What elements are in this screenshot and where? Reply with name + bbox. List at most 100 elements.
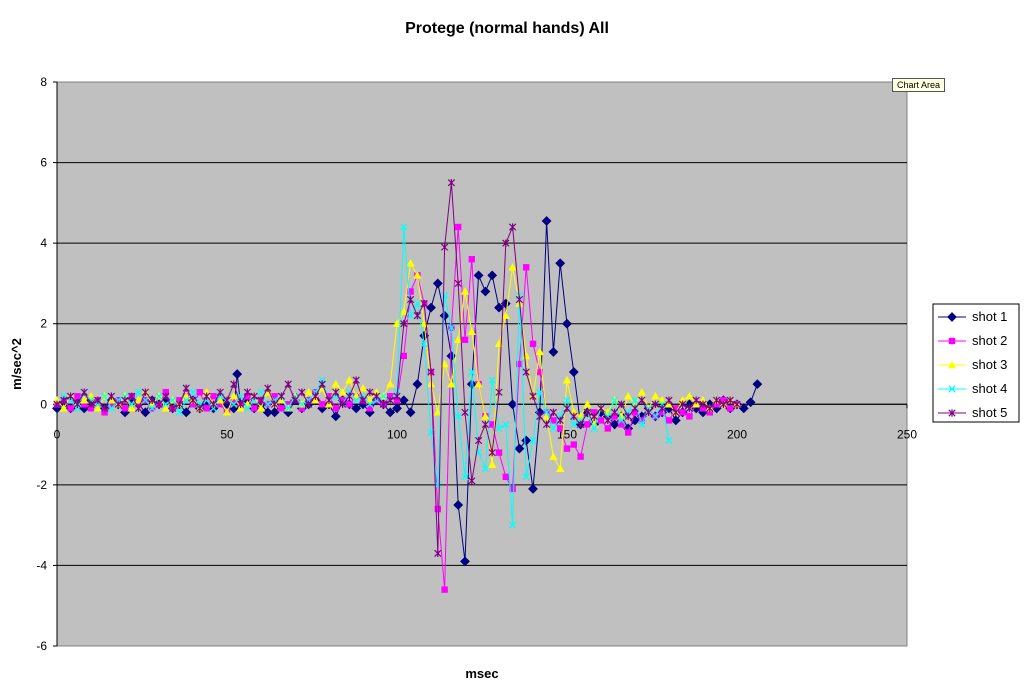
data-point xyxy=(162,389,169,396)
legend-label: shot 3 xyxy=(972,357,1007,372)
data-point xyxy=(665,436,673,445)
legend-entry-5[interactable]: shot 5 xyxy=(938,405,1007,420)
legend-marker xyxy=(948,385,956,393)
data-point xyxy=(706,409,713,416)
legend-marker xyxy=(947,360,957,369)
legend-entry-1[interactable]: shot 1 xyxy=(938,309,1007,324)
legend-label: shot 1 xyxy=(972,309,1007,324)
legend-entry-4[interactable]: shot 4 xyxy=(938,381,1007,396)
data-point xyxy=(637,388,646,396)
data-point xyxy=(379,392,388,400)
data-point xyxy=(413,299,422,308)
data-point xyxy=(488,448,496,457)
data-point xyxy=(168,404,177,413)
data-point xyxy=(366,388,374,396)
data-point xyxy=(230,380,238,388)
data-point xyxy=(291,396,299,404)
data-point xyxy=(501,311,510,319)
data-point xyxy=(611,413,618,420)
y-tick-label: 4 xyxy=(40,236,47,250)
data-point xyxy=(563,404,571,413)
data-point xyxy=(148,404,156,412)
legend-label: shot 5 xyxy=(972,405,1007,420)
data-point xyxy=(440,243,449,251)
chart-area-tooltip: Chart Area xyxy=(892,78,946,92)
data-point xyxy=(699,405,707,412)
data-point xyxy=(461,473,469,481)
data-point xyxy=(271,393,278,400)
data-point xyxy=(339,397,346,404)
data-point xyxy=(665,417,673,424)
data-point xyxy=(87,400,95,408)
data-point xyxy=(121,396,129,404)
data-point xyxy=(74,393,81,400)
data-point xyxy=(100,392,109,400)
data-point xyxy=(405,407,416,418)
data-point xyxy=(563,445,571,452)
data-point xyxy=(752,379,763,390)
data-point xyxy=(577,453,584,460)
data-point xyxy=(182,384,190,392)
data-point xyxy=(570,412,578,421)
data-point xyxy=(209,400,218,408)
legend-entry-2[interactable]: shot 2 xyxy=(938,333,1007,348)
data-point xyxy=(631,396,639,404)
data-point xyxy=(406,295,415,304)
data-point xyxy=(196,404,204,413)
data-point xyxy=(536,368,543,376)
data-point xyxy=(726,396,734,404)
data-point xyxy=(468,477,476,485)
data-point xyxy=(379,400,388,408)
x-tick-label: 100 xyxy=(387,427,407,441)
data-point xyxy=(618,421,625,428)
data-point xyxy=(250,392,258,400)
data-point xyxy=(481,465,490,473)
data-point xyxy=(434,549,442,558)
data-point xyxy=(101,409,108,416)
y-tick-label: -6 xyxy=(36,639,47,653)
x-tick-label: 200 xyxy=(727,427,747,441)
legend-label: shot 4 xyxy=(972,381,1007,396)
legend-entry-3[interactable]: shot 3 xyxy=(938,357,1007,372)
data-point xyxy=(386,379,395,388)
data-point xyxy=(387,393,394,400)
data-point xyxy=(413,311,422,320)
legend-box xyxy=(932,303,1020,423)
data-point xyxy=(699,400,707,408)
data-point xyxy=(624,392,633,400)
x-tick-label: 50 xyxy=(220,427,234,441)
data-point xyxy=(398,395,409,406)
legend-marker xyxy=(948,337,956,345)
plot-area[interactable] xyxy=(56,81,908,647)
data-point xyxy=(516,360,523,368)
data-point xyxy=(121,405,129,412)
data-point xyxy=(502,473,509,480)
data-point xyxy=(59,404,68,412)
data-point xyxy=(529,392,537,400)
legend[interactable]: shot 1 shot 2 shot 3 shot 4 shot 5 xyxy=(932,303,1020,423)
data-point xyxy=(440,291,449,300)
data-point xyxy=(597,404,605,413)
data-point xyxy=(407,288,414,295)
data-point xyxy=(108,401,115,408)
data-point xyxy=(522,473,530,481)
data-point xyxy=(658,404,666,413)
data-point xyxy=(251,405,258,412)
data-point xyxy=(128,392,136,400)
data-point xyxy=(454,412,462,421)
data-point xyxy=(392,403,402,414)
data-point xyxy=(481,420,490,429)
data-point xyxy=(625,429,632,436)
data-point xyxy=(202,392,211,400)
data-point xyxy=(678,400,687,408)
data-point xyxy=(222,408,232,416)
data-point xyxy=(400,320,408,328)
data-point xyxy=(706,404,714,413)
data-point xyxy=(325,393,333,400)
data-point xyxy=(562,318,572,329)
data-point xyxy=(522,351,531,360)
data-point xyxy=(406,259,415,267)
data-point xyxy=(134,396,143,404)
